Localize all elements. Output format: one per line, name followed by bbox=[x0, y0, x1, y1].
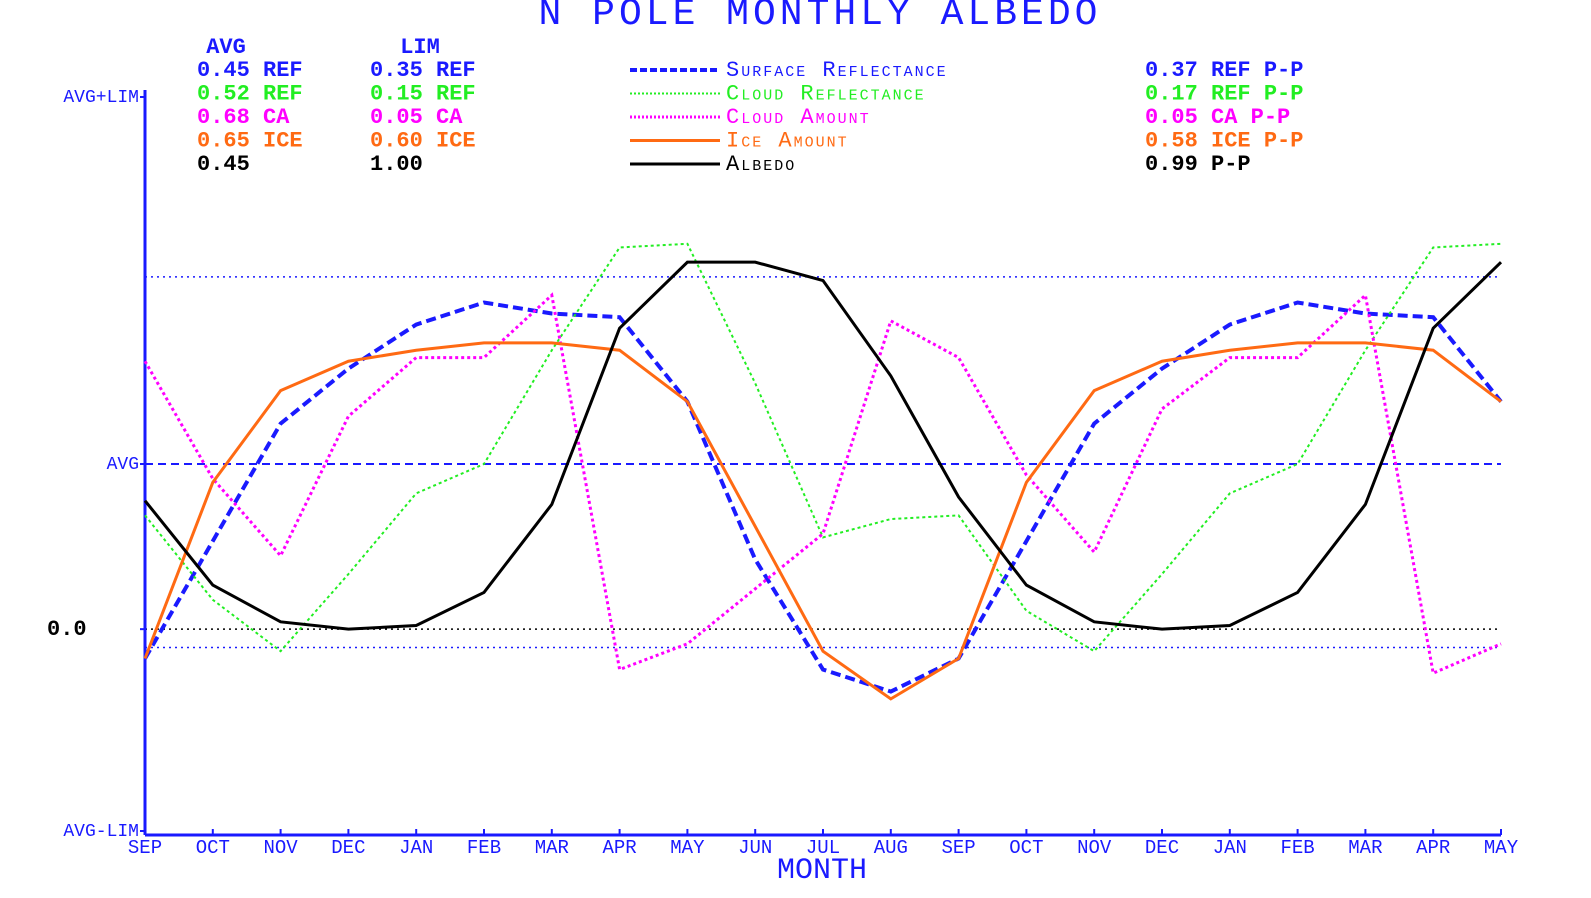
x-axis-label: MONTH bbox=[777, 854, 867, 888]
x-tick-label: MAR bbox=[535, 837, 569, 859]
lim-header: LIM bbox=[400, 35, 440, 60]
x-tick-label: JAN bbox=[399, 837, 433, 859]
x-tick-label: SEP bbox=[941, 837, 975, 859]
series-line bbox=[143, 341, 1502, 701]
x-tick-label: AUG bbox=[874, 837, 908, 859]
avg-stat: 0.45 bbox=[197, 152, 250, 177]
legend-label: Cloud Reflectance bbox=[726, 81, 926, 106]
x-tick-label: OCT bbox=[1009, 837, 1043, 859]
pp-stat: 0.37 REF P-P bbox=[1145, 58, 1303, 83]
legend-label: Ice Amount bbox=[726, 128, 849, 153]
pp-stat: 0.05 CA P-P bbox=[1145, 105, 1290, 130]
x-tick-label: OCT bbox=[196, 837, 230, 859]
lim-stat: 0.60 ICE bbox=[370, 128, 476, 153]
x-tick-label: MAY bbox=[670, 837, 705, 859]
chart-title: N POLE MONTHLY ALBEDO bbox=[539, 0, 1102, 36]
avg-header: AVG bbox=[206, 35, 246, 60]
x-tick-label: NOV bbox=[263, 837, 298, 859]
x-tick-label: DEC bbox=[331, 837, 365, 859]
legend-label: Cloud Amount bbox=[726, 105, 871, 130]
avg-stat: 0.65 ICE bbox=[197, 128, 303, 153]
y-tick-label: AVG+LIM bbox=[63, 88, 139, 108]
legend-label: Surface Reflectance bbox=[726, 58, 948, 83]
legend-label: Albedo bbox=[726, 152, 796, 177]
pp-stat: 0.17 REF P-P bbox=[1145, 81, 1303, 106]
y-tick-label: AVG bbox=[107, 455, 139, 475]
x-tick-label: MAR bbox=[1348, 837, 1382, 859]
avg-stat: 0.68 CA bbox=[197, 105, 290, 130]
lim-stat: 0.15 REF bbox=[370, 81, 476, 106]
pp-stat: 0.58 ICE P-P bbox=[1145, 128, 1303, 153]
y-tick-label: 0.0 bbox=[47, 617, 87, 642]
x-tick-label: APR bbox=[602, 837, 636, 859]
x-tick-label: DEC bbox=[1145, 837, 1179, 859]
lim-stat: 0.35 REF bbox=[370, 58, 476, 83]
x-tick-label: JUN bbox=[738, 837, 772, 859]
lim-stat: 1.00 bbox=[370, 152, 423, 177]
series-line bbox=[143, 300, 1503, 694]
avg-stat: 0.52 REF bbox=[197, 81, 303, 106]
x-tick-label: APR bbox=[1416, 837, 1450, 859]
series-line bbox=[143, 260, 1503, 631]
x-tick-label: NOV bbox=[1077, 837, 1112, 859]
x-tick-label: SEP bbox=[128, 837, 162, 859]
x-tick-label: JUL bbox=[806, 837, 840, 859]
pp-stat: 0.99 P-P bbox=[1145, 152, 1251, 177]
series-line bbox=[144, 242, 1502, 653]
series-line bbox=[143, 292, 1502, 676]
x-tick-label: FEB bbox=[467, 837, 501, 859]
avg-stat: 0.45 REF bbox=[197, 58, 303, 83]
x-tick-label: FEB bbox=[1280, 837, 1314, 859]
y-tick-label: AVG-LIM bbox=[63, 822, 139, 842]
lim-stat: 0.05 CA bbox=[370, 105, 463, 130]
x-tick-label: MAY bbox=[1484, 837, 1519, 859]
x-tick-label: JAN bbox=[1213, 837, 1247, 859]
